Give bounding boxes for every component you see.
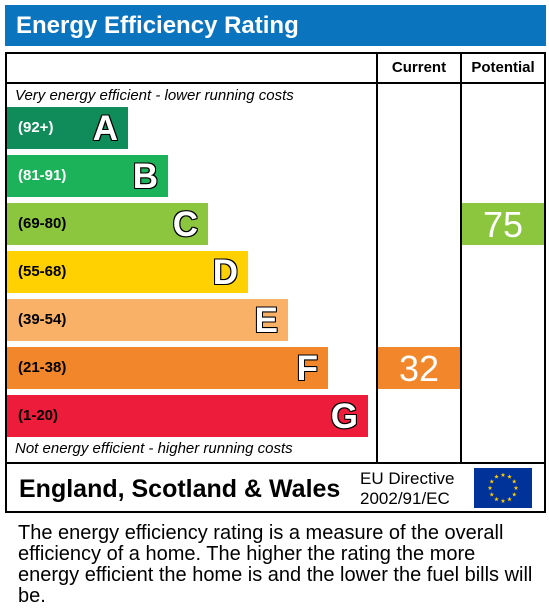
band-c-letter: C (172, 205, 198, 244)
eu-star (513, 485, 519, 490)
eu-star (500, 498, 506, 503)
footer-divider (5, 462, 546, 464)
directive-name: EU Directive (360, 469, 455, 488)
band-e: (39-54) E (7, 299, 288, 341)
eu-star (494, 474, 499, 479)
band-b-letter: B (132, 157, 158, 196)
band-e-letter: E (254, 301, 278, 340)
eu-star (500, 472, 506, 477)
eu-star (487, 485, 493, 490)
not-efficient-note: Not energy efficient - higher running co… (15, 440, 293, 457)
chart-frame (5, 52, 546, 513)
current-rating-value: 32 (378, 347, 460, 389)
band-b-range: (81-91) (18, 167, 67, 184)
band-g-letter: G (330, 397, 358, 436)
band-b: (81-91) B (7, 155, 168, 197)
band-d: (55-68) D (7, 251, 248, 293)
eu-star (511, 492, 517, 497)
band-a-letter: A (92, 109, 118, 148)
very-efficient-note: Very energy efficient - lower running co… (15, 87, 294, 104)
band-a-range: (92+) (18, 119, 54, 136)
band-g: (1-20) G (7, 395, 368, 437)
eu-star (494, 496, 499, 502)
band-e-range: (39-54) (18, 311, 67, 328)
directive-number: 2002/91/EC (360, 489, 450, 508)
eu-star (489, 492, 495, 497)
band-f: (21-38) F (7, 347, 328, 389)
eu-star (507, 474, 512, 479)
potential-column-header: Potential (471, 59, 535, 76)
eu-flag-icon (474, 468, 532, 508)
rating-description: The energy efficiency rating is a measur… (18, 522, 533, 607)
band-f-range: (21-38) (18, 359, 67, 376)
band-c-range: (69-80) (18, 215, 67, 232)
eu-star (507, 496, 512, 502)
potential-rating-value: 75 (462, 203, 544, 245)
band-a: (92+) A (7, 107, 128, 149)
band-g-range: (1-20) (18, 407, 59, 424)
region-label: England, Scotland & Wales (19, 475, 341, 503)
band-d-range: (55-68) (18, 263, 67, 280)
potential-column-divider (460, 52, 462, 463)
eu-star (489, 479, 495, 484)
band-f-letter: F (296, 349, 318, 388)
band-d-letter: D (212, 253, 238, 292)
header-divider (5, 82, 546, 84)
current-column-divider (376, 52, 378, 463)
chart-title: Energy Efficiency Rating (5, 5, 546, 46)
current-column-header: Current (391, 59, 447, 76)
band-c: (69-80) C (7, 203, 208, 245)
eu-star (511, 479, 517, 484)
